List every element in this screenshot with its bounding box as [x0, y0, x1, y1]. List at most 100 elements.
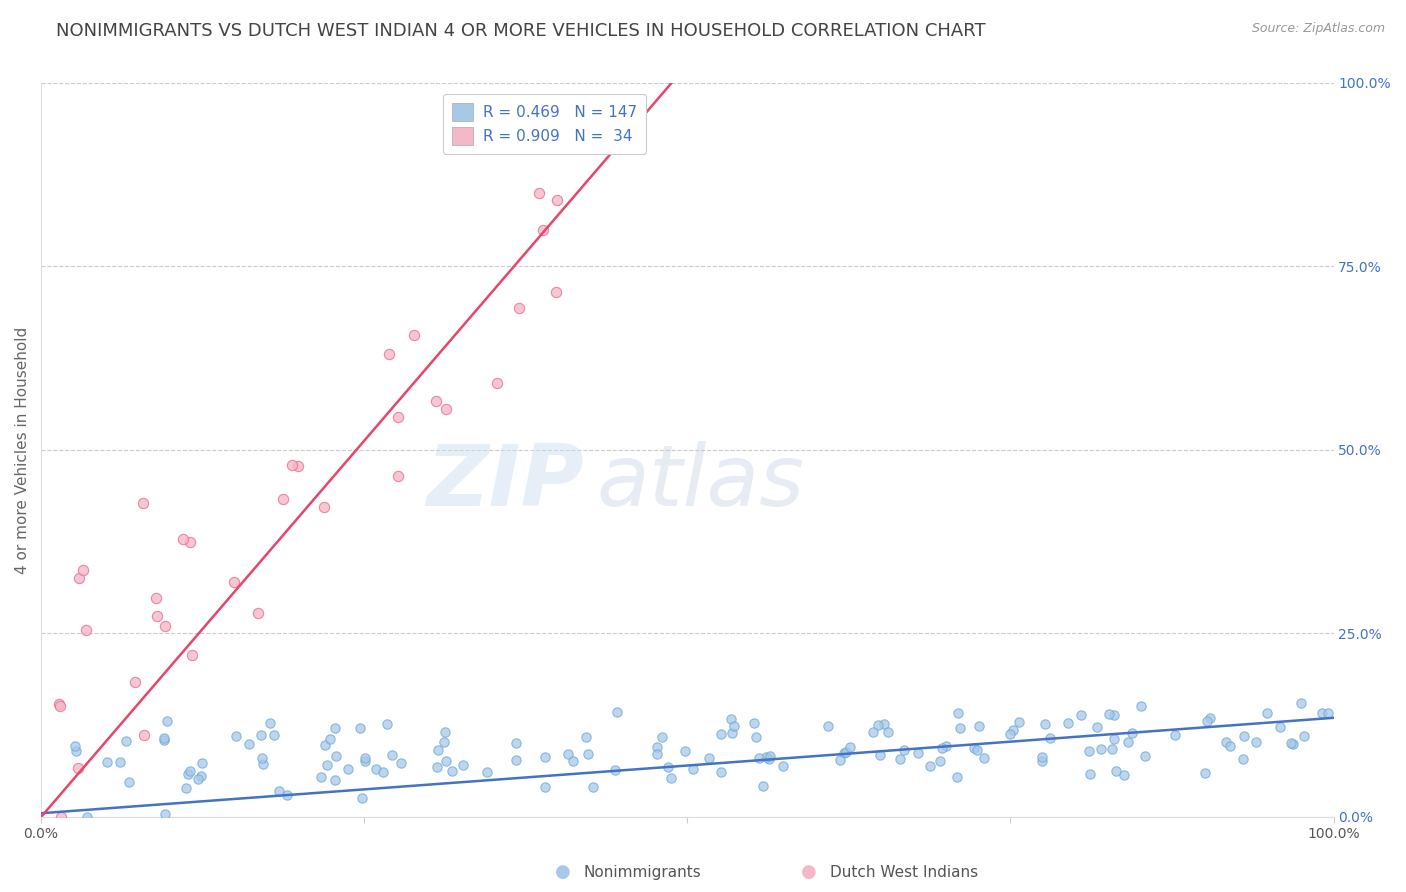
Text: NONIMMIGRANTS VS DUTCH WEST INDIAN 4 OR MORE VEHICLES IN HOUSEHOLD CORRELATION C: NONIMMIGRANTS VS DUTCH WEST INDIAN 4 OR …	[56, 22, 986, 40]
Point	[575, 730, 598, 744]
Point	[427, 743, 450, 757]
Point	[486, 376, 509, 390]
Point	[869, 747, 891, 762]
Point	[263, 728, 285, 742]
Point	[433, 735, 456, 749]
Point	[534, 780, 557, 795]
Point	[508, 301, 530, 315]
Point	[1105, 764, 1128, 778]
Point	[1035, 717, 1057, 731]
Point	[862, 724, 884, 739]
Legend: R = 0.469   N = 147, R = 0.909   N =  34: R = 0.469 N = 147, R = 0.909 N = 34	[443, 95, 645, 154]
Point	[1195, 714, 1218, 729]
Point	[907, 746, 929, 760]
Point	[1039, 731, 1062, 745]
Point	[647, 739, 669, 754]
Point	[134, 728, 156, 742]
Point	[866, 718, 889, 732]
Point	[758, 748, 780, 763]
Point	[375, 716, 398, 731]
Point	[1085, 719, 1108, 733]
Text: Nonimmigrants: Nonimmigrants	[583, 865, 702, 880]
Point	[1279, 736, 1302, 750]
Point	[387, 468, 409, 483]
Point	[440, 764, 463, 778]
Y-axis label: 4 or more Vehicles in Household: 4 or more Vehicles in Household	[15, 326, 30, 574]
Point	[1057, 716, 1080, 731]
Point	[682, 762, 704, 776]
Point	[425, 393, 447, 408]
Point	[1104, 731, 1126, 746]
Point	[48, 697, 70, 711]
Point	[581, 780, 603, 794]
Point	[72, 563, 94, 577]
Point	[434, 402, 457, 417]
Point	[145, 609, 167, 624]
Point	[1270, 720, 1292, 734]
Point	[1080, 767, 1102, 781]
Point	[1310, 706, 1333, 721]
Point	[276, 788, 298, 802]
Point	[966, 743, 988, 757]
Point	[651, 730, 673, 744]
Point	[65, 739, 87, 753]
Point	[124, 675, 146, 690]
Point	[935, 739, 957, 753]
Point	[155, 806, 177, 821]
Point	[1219, 739, 1241, 753]
Point	[557, 747, 579, 761]
Point	[893, 743, 915, 757]
Point	[931, 740, 953, 755]
Point	[873, 717, 896, 731]
Point	[191, 756, 214, 771]
Point	[659, 772, 682, 786]
Point	[451, 757, 474, 772]
Point	[108, 755, 131, 769]
Point	[323, 772, 346, 787]
Point	[546, 193, 568, 207]
Point	[657, 760, 679, 774]
Point	[1121, 726, 1143, 740]
Point	[325, 748, 347, 763]
Point	[238, 737, 260, 751]
Point	[153, 731, 176, 746]
Point	[118, 774, 141, 789]
Point	[316, 757, 339, 772]
Point	[834, 747, 856, 761]
Point	[1116, 734, 1139, 748]
Point	[1316, 706, 1339, 720]
Point	[314, 500, 336, 514]
Point	[1102, 707, 1125, 722]
Point	[115, 733, 138, 747]
Point	[1246, 735, 1268, 749]
Point	[187, 772, 209, 786]
Point	[145, 591, 167, 606]
Point	[402, 328, 425, 343]
Point	[920, 759, 942, 773]
Point	[946, 770, 969, 784]
Point	[1070, 707, 1092, 722]
Point	[319, 732, 342, 747]
Point	[752, 779, 775, 793]
Point	[527, 186, 550, 200]
Point	[1135, 749, 1157, 764]
Point	[606, 705, 628, 719]
Point	[505, 736, 527, 750]
Point	[246, 606, 269, 620]
Point	[371, 764, 394, 779]
Point	[1077, 744, 1099, 758]
Point	[176, 766, 198, 780]
Point	[534, 749, 557, 764]
Point	[354, 751, 377, 765]
Point	[1282, 737, 1305, 751]
Point	[49, 810, 72, 824]
Point	[720, 712, 742, 726]
Point	[710, 765, 733, 780]
Point	[252, 756, 274, 771]
Point	[1194, 766, 1216, 780]
Point	[1232, 752, 1254, 766]
Point	[67, 761, 90, 775]
Point	[153, 619, 176, 633]
Text: ●: ●	[554, 863, 571, 881]
Point	[174, 781, 197, 796]
